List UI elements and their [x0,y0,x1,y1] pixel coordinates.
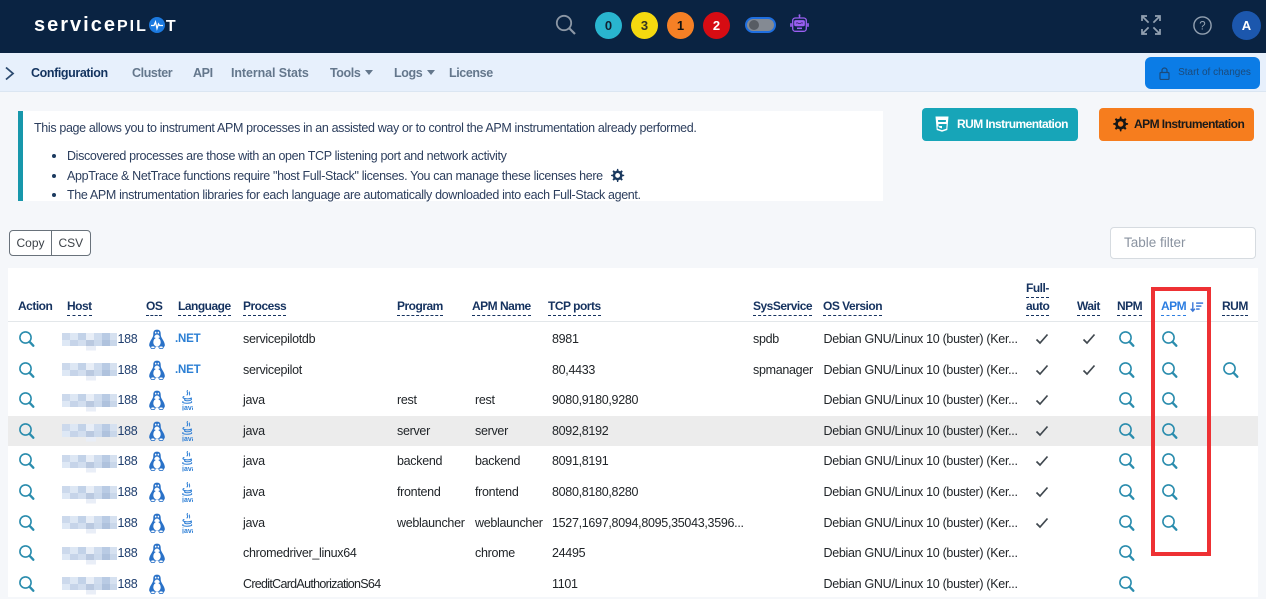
svg-text:?: ? [1199,21,1205,33]
